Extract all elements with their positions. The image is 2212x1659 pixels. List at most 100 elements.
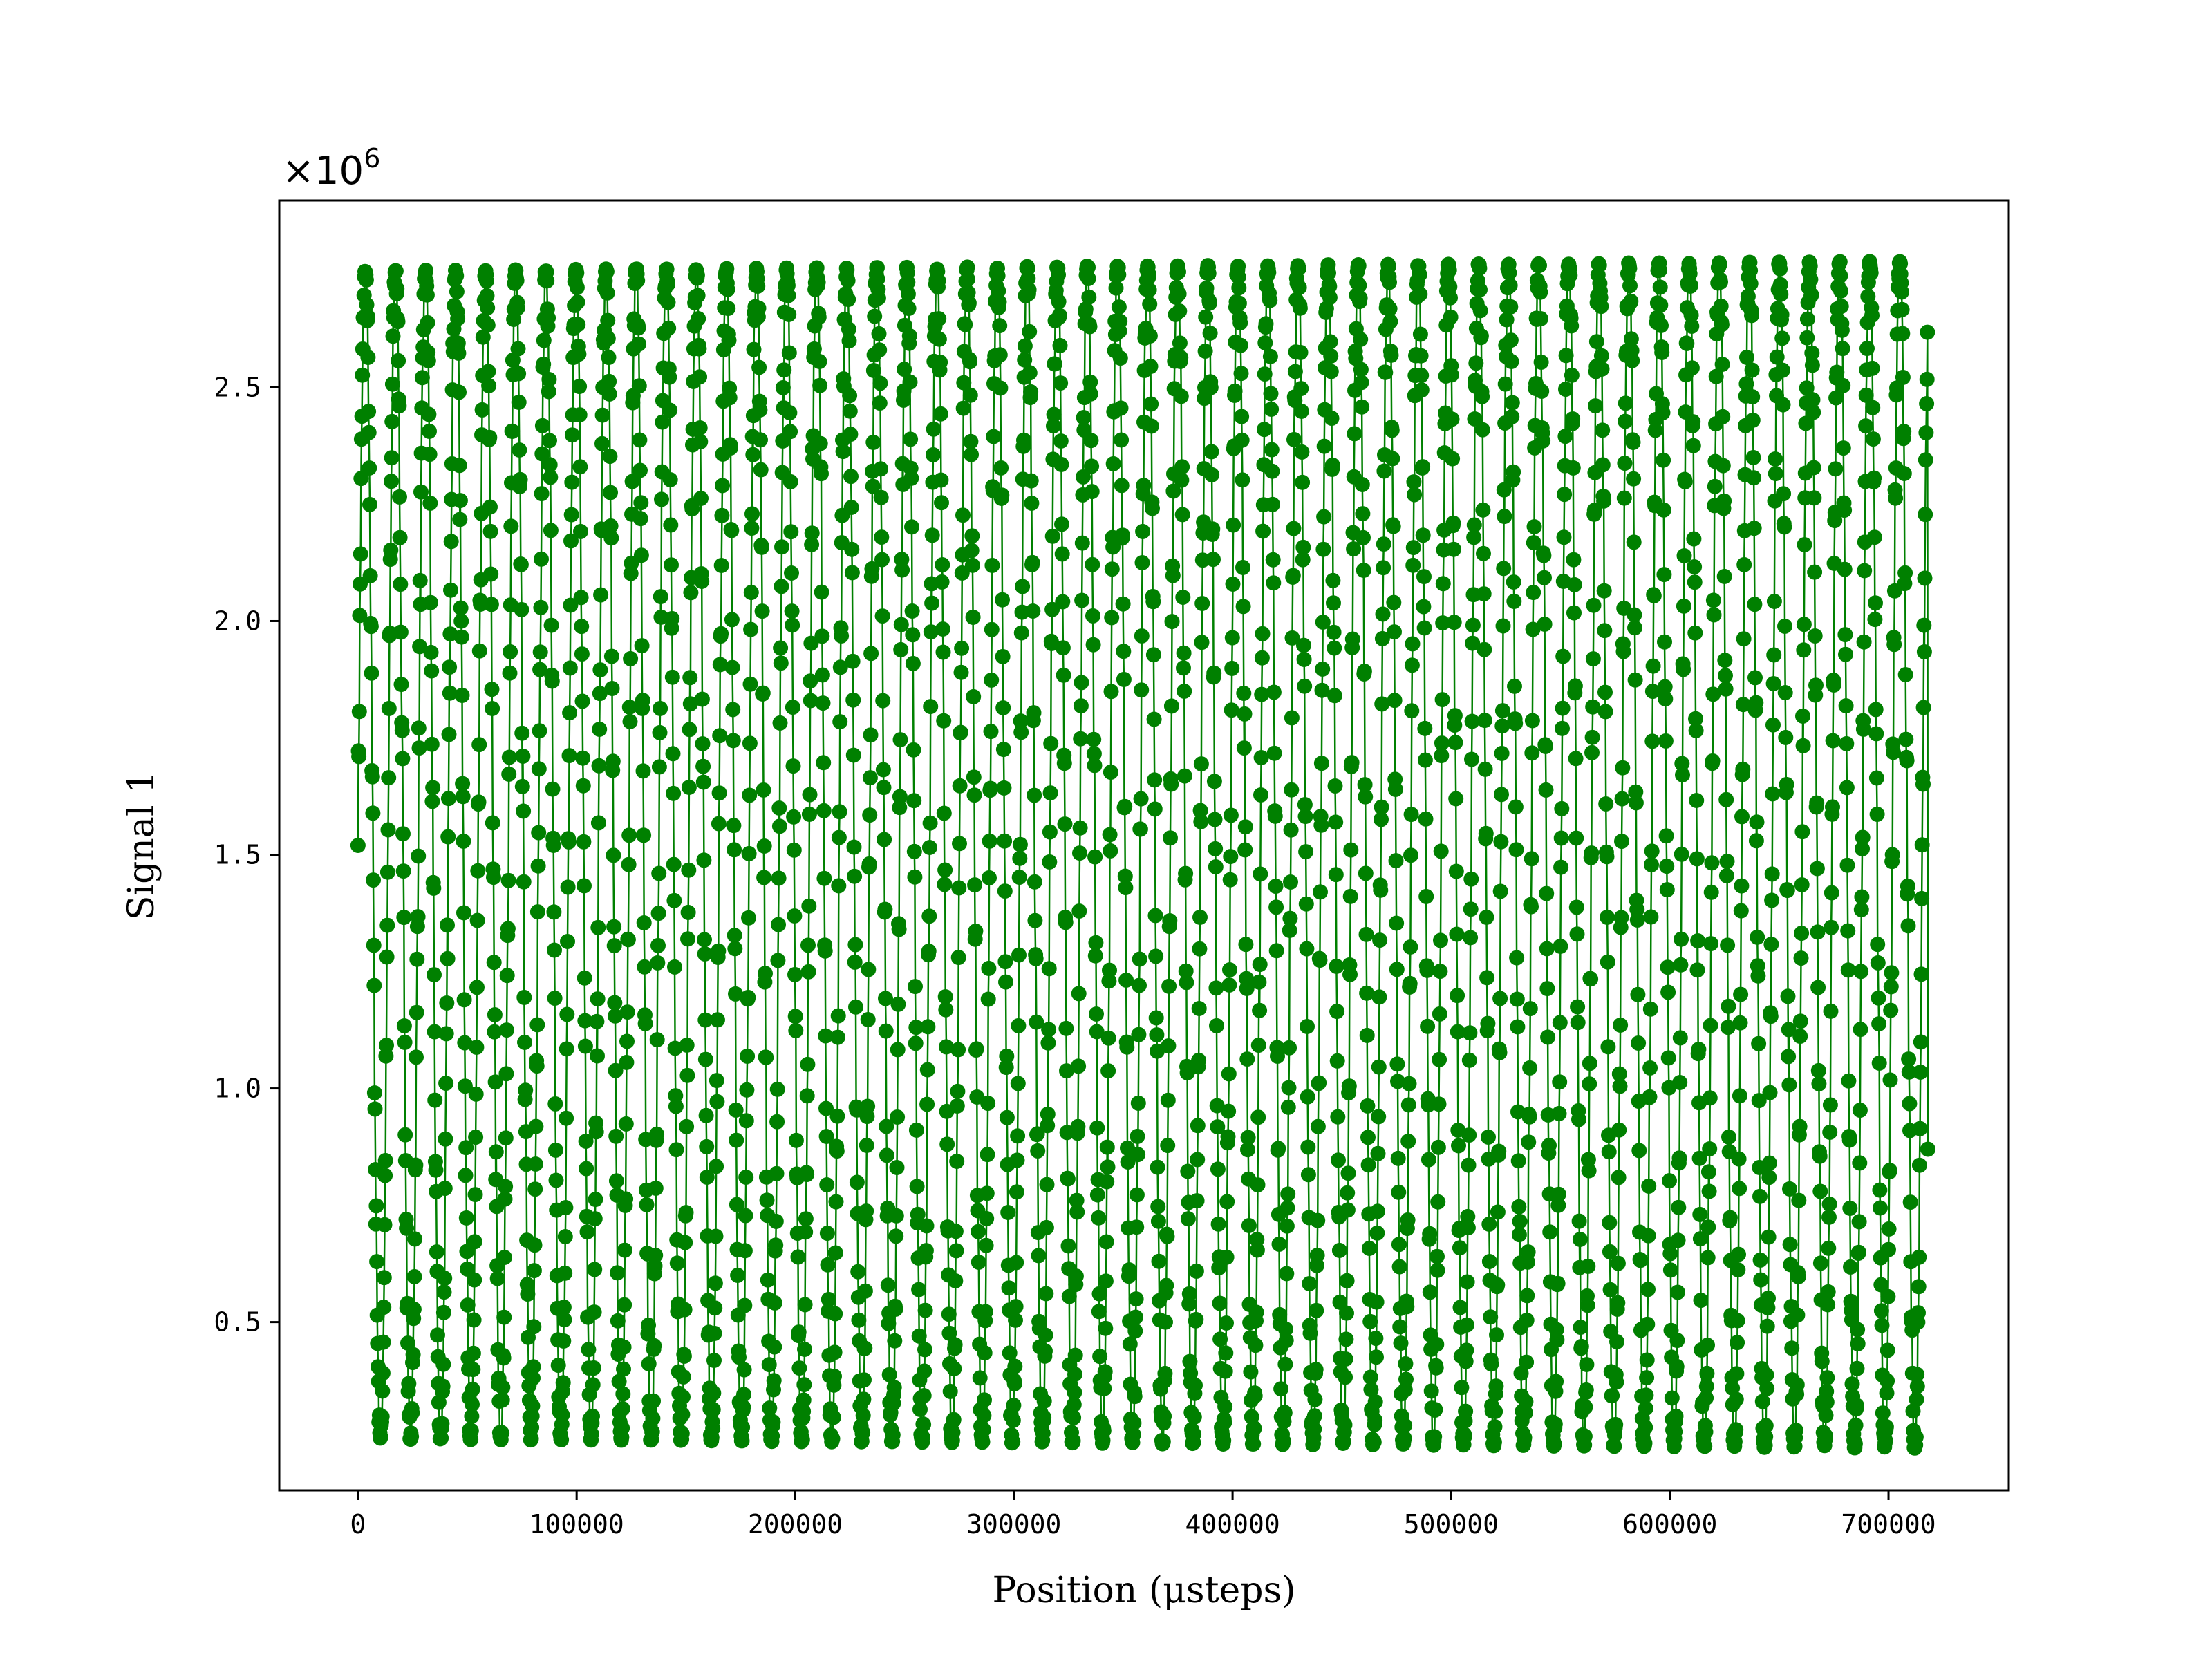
data-point bbox=[1919, 396, 1935, 411]
data-point bbox=[1407, 487, 1423, 503]
data-point bbox=[886, 1380, 902, 1396]
data-point bbox=[1255, 523, 1271, 539]
data-point bbox=[1750, 929, 1765, 945]
data-point bbox=[384, 376, 400, 392]
data-point bbox=[388, 263, 404, 279]
data-point bbox=[482, 523, 498, 539]
data-point bbox=[1824, 919, 1839, 935]
data-point bbox=[691, 341, 707, 357]
data-point bbox=[1558, 382, 1573, 397]
data-point bbox=[1586, 503, 1602, 518]
data-point bbox=[1265, 552, 1281, 568]
data-point bbox=[496, 1350, 512, 1366]
data-point bbox=[1235, 559, 1250, 575]
data-point bbox=[888, 1301, 903, 1317]
data-point bbox=[1020, 271, 1036, 286]
data-point bbox=[1526, 535, 1541, 551]
data-point bbox=[1293, 344, 1309, 360]
data-point bbox=[1566, 577, 1582, 592]
data-point bbox=[1270, 1048, 1285, 1064]
data-point bbox=[1217, 1399, 1233, 1414]
data-point bbox=[1833, 268, 1848, 283]
data-point bbox=[1789, 1377, 1805, 1393]
data-point bbox=[849, 1174, 865, 1190]
data-point bbox=[1504, 395, 1520, 411]
data-point bbox=[723, 440, 738, 456]
data-point bbox=[470, 863, 486, 879]
data-point bbox=[1591, 257, 1607, 273]
data-point bbox=[1208, 841, 1224, 856]
data-point bbox=[514, 725, 530, 741]
data-point bbox=[802, 787, 818, 803]
data-point bbox=[560, 934, 575, 949]
data-point bbox=[1231, 295, 1247, 311]
data-point bbox=[1799, 380, 1815, 396]
data-point bbox=[364, 769, 380, 785]
data-point bbox=[1072, 845, 1087, 861]
data-point bbox=[500, 872, 516, 888]
data-point bbox=[1234, 432, 1250, 448]
data-point bbox=[941, 1325, 957, 1341]
data-point bbox=[391, 353, 406, 368]
data-point bbox=[726, 818, 742, 834]
data-point bbox=[1099, 1174, 1115, 1190]
data-point bbox=[439, 995, 455, 1011]
data-point bbox=[1580, 1258, 1596, 1274]
data-point bbox=[1043, 735, 1059, 751]
data-point bbox=[601, 386, 617, 402]
data-point bbox=[520, 1286, 536, 1302]
data-point bbox=[1098, 1234, 1114, 1250]
data-point bbox=[994, 487, 1010, 503]
data-point bbox=[844, 541, 860, 557]
x-axis: 0 100000 200000 300000 400000 500000 600000 700… bbox=[350, 1490, 1936, 1539]
data-point bbox=[1190, 1118, 1206, 1134]
data-point bbox=[1488, 1404, 1503, 1419]
data-point bbox=[924, 527, 940, 543]
data-point bbox=[1246, 1421, 1262, 1436]
data-point bbox=[1630, 986, 1646, 1002]
data-point bbox=[1211, 1260, 1227, 1276]
data-point bbox=[1684, 360, 1700, 376]
data-point bbox=[1353, 332, 1369, 347]
data-point bbox=[1618, 395, 1633, 411]
data-point bbox=[971, 1224, 986, 1239]
data-point bbox=[803, 635, 819, 651]
data-point bbox=[653, 589, 668, 605]
data-point bbox=[878, 1023, 894, 1039]
data-point bbox=[742, 676, 758, 692]
data-point bbox=[834, 628, 850, 644]
data-point bbox=[1446, 615, 1462, 630]
data-point bbox=[1702, 1090, 1718, 1106]
data-point bbox=[1868, 702, 1884, 718]
data-point bbox=[1039, 1177, 1055, 1192]
data-point bbox=[1005, 1434, 1021, 1450]
data-point bbox=[1697, 1438, 1713, 1454]
data-point bbox=[1046, 418, 1061, 434]
data-point bbox=[1441, 263, 1457, 278]
data-point bbox=[1117, 798, 1133, 814]
data-point bbox=[587, 1262, 603, 1277]
data-point bbox=[827, 1306, 843, 1322]
data-point bbox=[1718, 868, 1734, 883]
data-point bbox=[1069, 1192, 1085, 1208]
data-point bbox=[1147, 908, 1163, 924]
data-point bbox=[819, 1177, 835, 1192]
data-point bbox=[1009, 1255, 1024, 1271]
data-point bbox=[395, 751, 411, 767]
data-point bbox=[705, 1421, 721, 1436]
data-point bbox=[1703, 1018, 1718, 1033]
data-point bbox=[1838, 646, 1853, 662]
data-point bbox=[1085, 608, 1100, 624]
data-point bbox=[1447, 735, 1463, 751]
data-point bbox=[727, 842, 742, 858]
data-point bbox=[695, 774, 711, 790]
data-point bbox=[375, 1334, 391, 1350]
data-point bbox=[542, 457, 558, 473]
data-point bbox=[1103, 843, 1118, 859]
data-point bbox=[363, 619, 379, 635]
data-point bbox=[875, 693, 891, 709]
data-point bbox=[1610, 1295, 1626, 1311]
data-point bbox=[729, 1132, 744, 1148]
data-point bbox=[771, 800, 787, 816]
data-point bbox=[1555, 700, 1571, 716]
